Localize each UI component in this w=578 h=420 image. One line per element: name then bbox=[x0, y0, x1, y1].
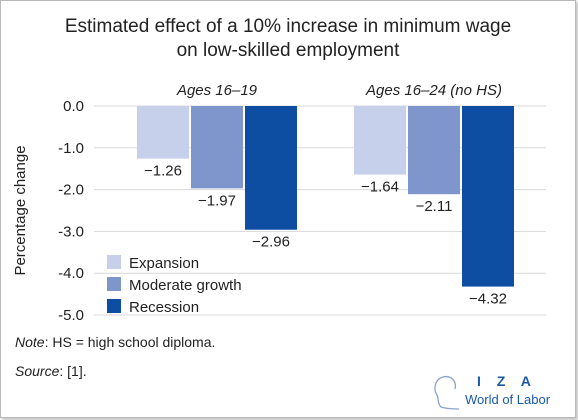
bar-expansion bbox=[137, 106, 189, 159]
logo-name: I Z A bbox=[477, 373, 537, 389]
data-label: −2.96 bbox=[252, 234, 290, 251]
source-text: : [1]. bbox=[59, 363, 87, 379]
logo-tagline: World of Labor bbox=[465, 392, 551, 407]
note-text: : HS = high school diploma. bbox=[44, 334, 216, 350]
bar-expansion bbox=[354, 106, 406, 175]
chart-title-line-2: on low-skilled employment bbox=[176, 40, 400, 61]
y-tick-label: 0.0 bbox=[63, 98, 84, 115]
y-tick-label: -5.0 bbox=[58, 307, 84, 324]
y-tick-label: -4.0 bbox=[58, 265, 84, 282]
group-label: Ages 16–24 (no HS) bbox=[365, 82, 502, 99]
legend-label: Recession bbox=[129, 299, 199, 316]
bar-moderate bbox=[191, 106, 243, 189]
legend-swatch bbox=[107, 255, 121, 269]
chart-title: Estimated effect of a 10% increase in mi… bbox=[1, 15, 575, 63]
group-label: Ages 16–19 bbox=[176, 82, 258, 99]
chart-title-line-1: Estimated effect of a 10% increase in mi… bbox=[64, 16, 512, 37]
source-line: Source: [1]. bbox=[15, 363, 87, 379]
y-tick-label: -3.0 bbox=[58, 223, 84, 240]
bar-recession bbox=[245, 106, 297, 230]
bar-recession bbox=[462, 106, 514, 287]
note-label: Note bbox=[15, 334, 45, 350]
data-label: −1.26 bbox=[144, 163, 182, 180]
y-tick-label: -1.0 bbox=[58, 140, 84, 157]
source-label: Source bbox=[15, 363, 60, 379]
data-label: −1.64 bbox=[361, 179, 399, 196]
y-axis-label: Percentage change bbox=[12, 145, 29, 275]
legend-swatch bbox=[107, 277, 121, 291]
bar-moderate bbox=[408, 106, 460, 195]
legend-label: Expansion bbox=[129, 255, 199, 272]
legend-label: Moderate growth bbox=[129, 277, 242, 294]
y-tick-label: -2.0 bbox=[58, 182, 84, 199]
iza-logo-icon bbox=[434, 375, 460, 410]
data-label: −1.97 bbox=[198, 192, 236, 209]
legend-swatch bbox=[107, 299, 121, 313]
note-line: Note: HS = high school diploma. bbox=[15, 334, 215, 350]
data-label: −2.11 bbox=[416, 198, 453, 215]
data-label: −4.32 bbox=[469, 291, 507, 308]
